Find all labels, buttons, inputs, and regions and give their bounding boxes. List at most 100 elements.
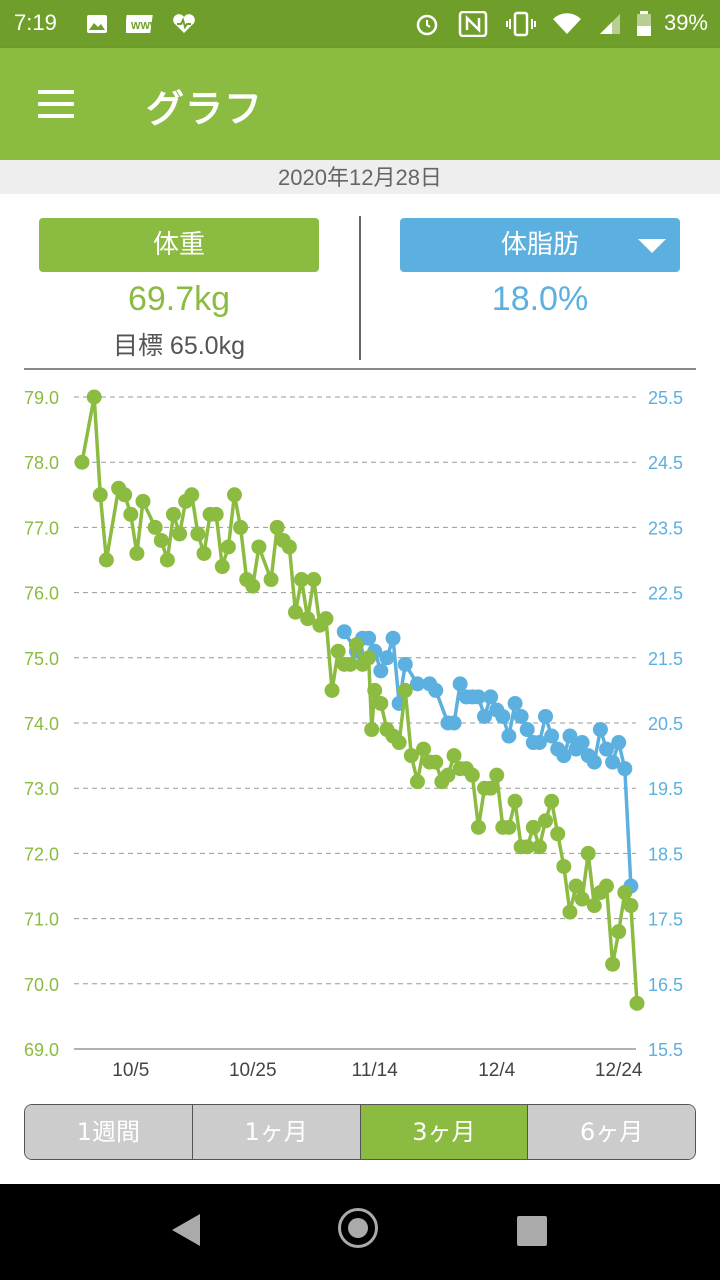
y-left-tick-label: 75.0 [24, 649, 59, 669]
data-point [129, 545, 145, 561]
recent-apps-icon[interactable] [517, 1216, 547, 1246]
data-point [226, 487, 242, 503]
home-icon[interactable] [338, 1208, 378, 1248]
tab-1-month[interactable]: 1ヶ月 [192, 1105, 361, 1159]
data-point [361, 650, 377, 666]
data-point [409, 676, 425, 692]
signal-icon [598, 12, 622, 36]
y-right-tick-label: 19.5 [648, 779, 683, 799]
data-point [605, 956, 621, 972]
data-point [495, 708, 511, 724]
battery-icon [636, 11, 652, 36]
data-point [477, 708, 493, 724]
y-right-tick-label: 23.5 [648, 518, 683, 538]
y-right-tick-label: 20.5 [648, 714, 683, 734]
y-right-tick-label: 17.5 [648, 910, 683, 930]
body-fat-label: 体脂肪 [500, 230, 579, 260]
y-left-tick-label: 77.0 [24, 518, 59, 538]
y-left-tick-label: 70.0 [24, 975, 59, 995]
data-point [361, 630, 377, 646]
weight-value: 69.7kg [127, 280, 231, 318]
health-heart-icon [172, 12, 196, 36]
data-point [507, 793, 523, 809]
data-point [367, 682, 383, 698]
data-point [513, 708, 529, 724]
data-point [574, 891, 590, 907]
y-left-tick-label: 74.0 [24, 714, 59, 734]
data-point [373, 663, 389, 679]
data-point [574, 735, 590, 751]
data-point [623, 898, 639, 914]
x-tick-label: 10/25 [229, 1060, 277, 1081]
data-point [397, 656, 413, 672]
data-point [165, 506, 181, 522]
body-fat-dropdown[interactable]: 体脂肪 [400, 218, 680, 272]
y-right-tick-label: 18.5 [648, 844, 683, 864]
data-point [281, 539, 297, 555]
app-badge-icon: WWW [126, 12, 154, 36]
data-point [611, 924, 627, 940]
data-point [470, 689, 486, 705]
data-point [525, 819, 541, 835]
data-point [153, 532, 169, 548]
data-point [397, 682, 413, 698]
data-point [135, 493, 151, 509]
data-point [184, 487, 200, 503]
data-point [556, 858, 572, 874]
y-right-tick-label: 22.5 [648, 584, 683, 604]
data-point [519, 839, 535, 855]
data-point [617, 885, 633, 901]
y-right-tick-label: 21.5 [648, 649, 683, 669]
x-tick-label: 10/5 [112, 1060, 149, 1081]
data-point [92, 487, 108, 503]
tab-3-months[interactable]: 3ヶ月 [360, 1105, 529, 1159]
data-point [190, 526, 206, 542]
data-point [409, 774, 425, 790]
y-right-tick-label: 25.5 [648, 388, 683, 408]
data-point [147, 519, 163, 535]
data-point [592, 722, 608, 738]
battery-percent: 39% [663, 10, 708, 35]
data-point [214, 559, 230, 575]
data-point [556, 748, 572, 764]
data-point [599, 741, 615, 757]
tab-6-months[interactable]: 6ヶ月 [528, 1105, 695, 1159]
nfc-icon [458, 11, 488, 37]
data-point [562, 904, 578, 920]
y-right-tick-label: 15.5 [648, 1040, 683, 1060]
weight-button[interactable]: 体重 [39, 218, 319, 272]
status-bar: 7:19 WWW 39% [0, 0, 720, 48]
data-point [538, 813, 554, 829]
data-point [538, 708, 554, 724]
back-icon[interactable] [172, 1214, 200, 1246]
y-left-tick-label: 76.0 [24, 584, 59, 604]
period-tabs: 1週間 1ヶ月 3ヶ月 6ヶ月 [24, 1104, 696, 1160]
data-point [483, 689, 499, 705]
data-point [580, 845, 596, 861]
data-point [544, 728, 560, 744]
menu-icon[interactable] [34, 86, 78, 122]
data-point [159, 552, 175, 568]
data-point [172, 526, 188, 542]
data-point [403, 748, 419, 764]
y-left-tick-label: 69.0 [24, 1040, 59, 1060]
vibrate-icon [506, 11, 536, 37]
data-point [470, 819, 486, 835]
data-point [269, 519, 285, 535]
data-point [501, 728, 517, 744]
data-point [611, 735, 627, 751]
data-point [233, 519, 249, 535]
y-right-tick-label: 24.5 [648, 453, 683, 473]
data-point [464, 767, 480, 783]
data-point [336, 624, 352, 640]
data-point [251, 539, 267, 555]
data-point [531, 735, 547, 751]
card-divider [359, 216, 361, 360]
data-point [586, 898, 602, 914]
weight-label: 体重 [152, 230, 205, 260]
image-icon [86, 12, 108, 36]
data-point [86, 389, 102, 405]
tab-1-week[interactable]: 1週間 [25, 1105, 193, 1159]
data-point [324, 682, 340, 698]
data-point [287, 604, 303, 620]
